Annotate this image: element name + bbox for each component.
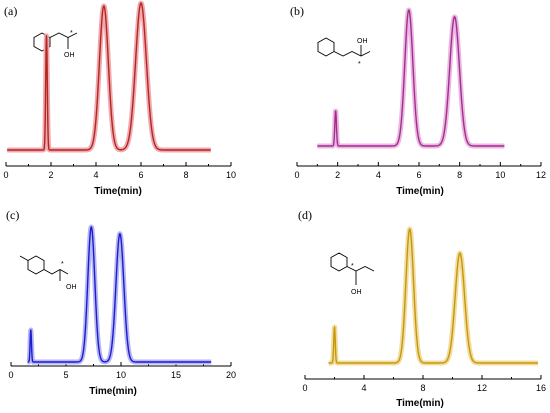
- panel-c-x-axis-title: Time(min): [89, 386, 137, 397]
- panel-a-x-tick-label: 10: [226, 170, 236, 180]
- panel-d-series-halo: [326, 226, 541, 366]
- panel-c-molecule: * OH: [19, 255, 77, 291]
- panel-b-oh-label: OH: [357, 38, 368, 45]
- panel-a-label: (a): [4, 4, 17, 18]
- panel-b-x-tick-label: 10: [495, 170, 505, 180]
- panel-d-series-line: [328, 228, 539, 364]
- panel-a-series: [4, 0, 213, 153]
- panel-b-x-axis: 0 2 4 6 8 10 12: [294, 162, 546, 180]
- panel-d-x-tick-label: 12: [477, 383, 487, 393]
- panel-d-chiral-mark: *: [351, 263, 354, 270]
- panel-b-series: [315, 7, 507, 149]
- panel-b-molecule: OH *: [317, 37, 371, 68]
- panel-c-methyl-bond: [19, 255, 29, 261]
- panel-d-oh-label: OH: [351, 289, 362, 296]
- panel-b-x-tick-label: 4: [376, 170, 381, 180]
- panel-c-label: (c): [6, 208, 19, 222]
- panel-c-x-tick-label: 0: [8, 370, 13, 380]
- panel-c-chiral-mark: *: [61, 261, 64, 268]
- panel-b-chiral-mark: *: [358, 61, 361, 68]
- panel-a-oh-label: OH: [64, 52, 75, 59]
- panel-a: (a) * OH 0 2 4 6 8 10 Time(min): [3, 0, 236, 197]
- panel-c-benzene-ring: [27, 255, 45, 275]
- panel-b-x-tick-label: 2: [335, 170, 340, 180]
- panel-b-benzene-ring: [317, 37, 335, 57]
- panel-c: (c) * OH 0 5 10 15 20 Time(min): [6, 208, 236, 397]
- panel-c-oh-label: OH: [66, 284, 77, 291]
- panel-d-side-chain: [346, 265, 375, 272]
- panel-a-x-tick-label: 6: [138, 170, 143, 180]
- panel-c-series: [25, 224, 214, 365]
- panel-d-series: [326, 226, 541, 366]
- panel-d-molecule: * OH: [330, 252, 375, 296]
- panel-b-x-tick-label: 6: [416, 170, 421, 180]
- panel-b-x-axis-title: Time(min): [396, 186, 444, 197]
- panel-c-x-tick-label: 20: [226, 370, 236, 380]
- panel-d-x-tick-label: 16: [536, 383, 546, 393]
- panel-d-benzene-ring: [330, 252, 348, 272]
- panel-b-side-chain: [333, 50, 371, 57]
- panel-a-side-chain: [49, 32, 78, 39]
- panel-c-x-tick-label: 10: [116, 370, 126, 380]
- panel-d-label: (d): [298, 208, 312, 222]
- panel-a-molecule: * OH: [33, 30, 78, 59]
- panel-b-x-tick-label: 0: [294, 170, 299, 180]
- panel-a-x-tick-label: 8: [183, 170, 188, 180]
- panel-c-x-tick-label: 5: [63, 370, 68, 380]
- panel-a-x-tick-label: 2: [48, 170, 53, 180]
- panel-c-side-chain: [43, 268, 69, 275]
- panel-c-series-line: [27, 226, 212, 363]
- panel-c-series-halo: [25, 224, 214, 365]
- panel-c-x-axis: 0 5 10 15 20: [8, 362, 236, 380]
- panel-a-series-line: [6, 2, 212, 151]
- panel-b: (b) OH * 0 2 4 6 8 10 12 Time(min): [290, 4, 546, 197]
- panel-a-x-axis: 0 2 4 6 8 10: [3, 162, 236, 180]
- panel-d-x-axis: 0 4 8 12 16: [302, 375, 546, 393]
- panel-a-x-tick-label: 4: [93, 170, 98, 180]
- panel-d-x-axis-title: Time(min): [396, 398, 444, 409]
- panel-d-x-tick-label: 4: [361, 383, 366, 393]
- panel-a-x-axis-title: Time(min): [94, 186, 142, 197]
- panel-b-series-line: [316, 9, 505, 147]
- panel-b-x-tick-label: 12: [536, 170, 546, 180]
- panel-a-x-tick-label: 0: [3, 170, 8, 180]
- panel-d-x-tick-label: 8: [420, 383, 425, 393]
- panel-d: (d) * OH 0 4 8 12 16 Time(min): [298, 208, 546, 409]
- panel-c-x-tick-label: 15: [171, 370, 181, 380]
- panel-b-label: (b): [290, 4, 304, 18]
- panel-b-x-tick-label: 8: [457, 170, 462, 180]
- panel-d-x-tick-label: 0: [302, 383, 307, 393]
- panel-a-chiral-mark: *: [70, 30, 73, 37]
